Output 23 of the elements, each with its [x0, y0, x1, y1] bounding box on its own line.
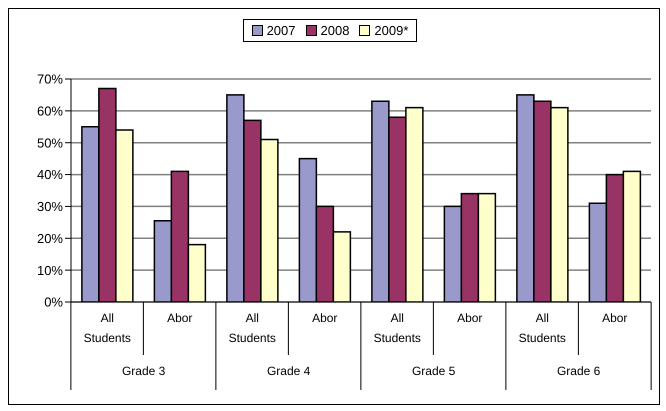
x-tick-label: All Students	[84, 311, 131, 345]
y-tick-label: 20%	[36, 230, 64, 246]
x-tick-label: Abor	[457, 311, 482, 325]
legend-label: 2009*	[374, 23, 408, 38]
x-tick-label: Abor	[312, 311, 338, 325]
text: Grade 5	[412, 364, 456, 378]
x-tick-label: Abor	[602, 311, 628, 325]
text: Grade 3	[122, 364, 166, 378]
y-tick-label: 0%	[44, 294, 64, 310]
y-tick-label: 60%	[36, 103, 64, 118]
y-tick-label: 30%	[36, 199, 64, 214]
text: Grade 4	[266, 364, 311, 378]
x-tick-label: All Students	[518, 311, 566, 345]
x-tick-label: Abor	[167, 311, 192, 325]
text: Grade 6	[556, 364, 601, 378]
y-tick-label: 70%	[36, 72, 64, 87]
x-tick-label: All Students	[228, 311, 276, 345]
legend-label: 2008	[320, 23, 350, 38]
legend-label: 2007	[266, 23, 296, 38]
x-tick-label: All Students	[374, 311, 421, 345]
y-tick-label: 50%	[36, 135, 64, 150]
y-tick-label: 40%	[36, 167, 64, 182]
y-tick-label: 10%	[36, 262, 64, 278]
